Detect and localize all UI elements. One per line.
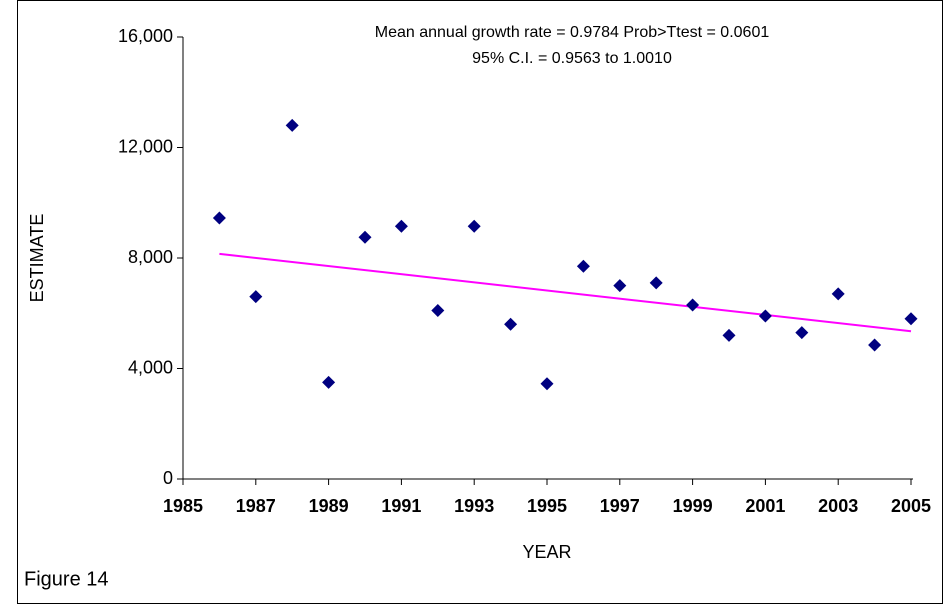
data-point <box>322 375 336 389</box>
data-point <box>467 219 481 233</box>
data-point <box>613 279 627 293</box>
x-tick-label: 2005 <box>891 496 931 516</box>
data-point <box>540 377 554 391</box>
data-point <box>285 118 299 132</box>
data-point <box>686 298 700 312</box>
data-point <box>576 259 590 273</box>
data-point <box>722 328 736 342</box>
y-tick-label: 4,000 <box>128 357 173 377</box>
y-tick-label: 12,000 <box>118 136 173 156</box>
y-tick-label: 8,000 <box>128 247 173 267</box>
data-point <box>212 211 226 225</box>
x-tick-label: 1993 <box>454 496 494 516</box>
data-point <box>358 230 372 244</box>
data-point <box>649 276 663 290</box>
data-point <box>394 219 408 233</box>
x-tick-label: 2001 <box>745 496 785 516</box>
annotation: 95% C.I. = 0.9563 to 1.0010 <box>472 50 672 67</box>
x-tick-label: 1989 <box>309 496 349 516</box>
data-point <box>431 303 445 317</box>
data-point <box>831 287 845 301</box>
x-tick-label: 1995 <box>527 496 567 516</box>
x-axis-title: YEAR <box>522 542 571 562</box>
x-tick-label: 1997 <box>600 496 640 516</box>
data-point <box>904 312 918 326</box>
y-axis-title: ESTIMATE <box>27 214 47 303</box>
x-tick-label: 1985 <box>163 496 203 516</box>
annotation: Mean annual growth rate = 0.9784 Prob>Tt… <box>375 24 770 41</box>
trend-line <box>219 252 912 333</box>
data-point <box>868 338 882 352</box>
y-tick-label: 0 <box>163 468 173 488</box>
x-tick-label: 1999 <box>673 496 713 516</box>
x-tick-label: 2003 <box>818 496 858 516</box>
caption: Figure 14 <box>24 568 109 590</box>
x-tick-label: 1987 <box>236 496 276 516</box>
x-tick-label: 1991 <box>381 496 421 516</box>
data-point <box>249 290 263 304</box>
y-tick-label: 16,000 <box>118 26 173 46</box>
data-point <box>758 309 772 323</box>
chart-frame <box>17 0 943 604</box>
data-point <box>504 317 518 331</box>
data-point <box>795 326 809 340</box>
